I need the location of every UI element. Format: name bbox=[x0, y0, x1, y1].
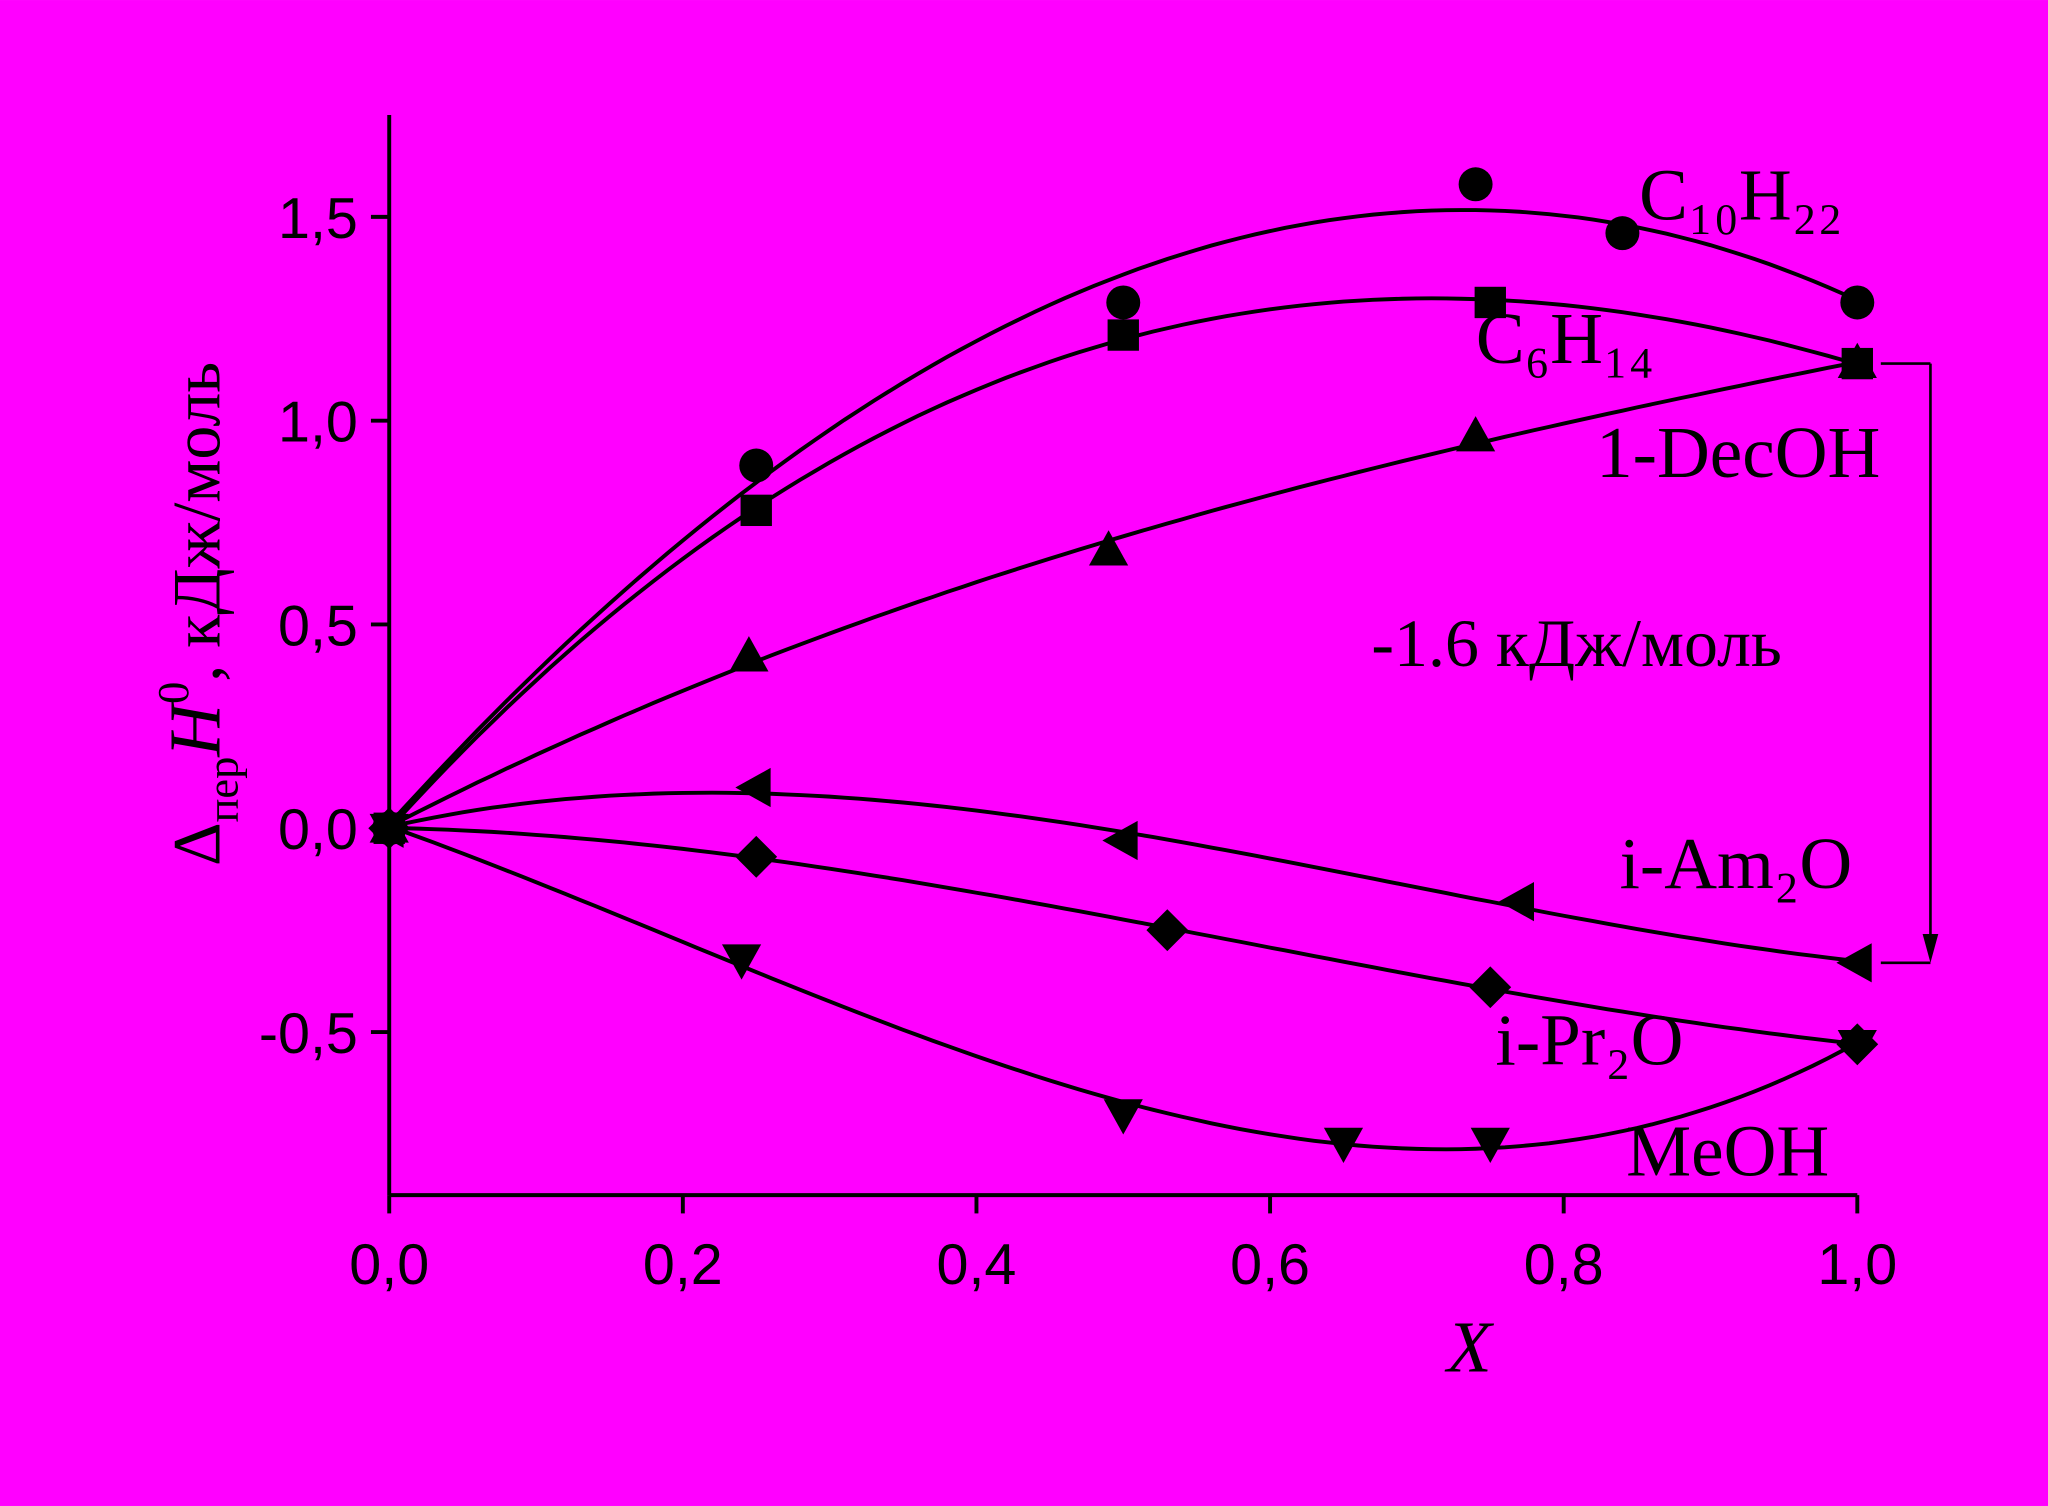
y-label-unit: , кДж/моль bbox=[158, 362, 234, 682]
series-label: MeOH bbox=[1626, 1111, 1829, 1192]
marker bbox=[735, 835, 778, 878]
y-tick-label: -0,5 bbox=[259, 1002, 358, 1066]
series-label: 1-DecOH bbox=[1596, 412, 1880, 493]
y-label-variable: H bbox=[154, 700, 235, 758]
marker bbox=[1102, 820, 1138, 861]
marker bbox=[1456, 416, 1496, 452]
marker bbox=[1840, 285, 1875, 320]
marker bbox=[1498, 882, 1535, 922]
x-tick-label: 0,4 bbox=[937, 1233, 1017, 1297]
marker bbox=[1470, 1127, 1510, 1164]
marker bbox=[1469, 966, 1512, 1009]
annotation: -1.6 кДж/моль bbox=[1371, 605, 1781, 681]
series-label: i-Am₂O bbox=[1620, 823, 1853, 904]
marker bbox=[1837, 342, 1877, 378]
fit-curve bbox=[388, 360, 1858, 829]
series-label: C₁₀H₂₂ bbox=[1639, 154, 1843, 235]
marker bbox=[735, 767, 771, 808]
marker bbox=[740, 494, 772, 527]
marker bbox=[1605, 216, 1640, 251]
y-tick-label: 1,5 bbox=[278, 187, 358, 251]
x-tick-label: 1,0 bbox=[1817, 1233, 1897, 1297]
arrow-head bbox=[1922, 934, 1939, 963]
marker bbox=[1106, 285, 1141, 320]
y-tick-label: 1,0 bbox=[278, 391, 358, 455]
marker bbox=[1146, 909, 1189, 952]
y-axis-label: ΔперH0, кДж/моль bbox=[148, 362, 248, 866]
series-label: C₆H₁₄ bbox=[1476, 298, 1654, 379]
marker bbox=[1458, 167, 1493, 202]
marker bbox=[729, 636, 769, 672]
marker bbox=[1474, 286, 1506, 319]
series-label: i-Pr₂O bbox=[1496, 1000, 1684, 1081]
marker bbox=[1088, 530, 1129, 566]
marker bbox=[1836, 943, 1872, 983]
marker bbox=[1837, 1029, 1877, 1066]
x-tick-label: 0,2 bbox=[643, 1233, 723, 1297]
marker bbox=[1103, 1099, 1143, 1135]
marker bbox=[1107, 319, 1139, 351]
fit-curve bbox=[389, 826, 1858, 1046]
y-label-symbol: Δ bbox=[158, 822, 234, 866]
x-tick-label: 0,8 bbox=[1524, 1233, 1604, 1297]
x-tick-label: 0,0 bbox=[349, 1233, 429, 1297]
y-label-superscript: 0 bbox=[148, 682, 198, 704]
x-axis-label: X bbox=[1444, 1306, 1495, 1387]
y-tick-label: 0,5 bbox=[278, 594, 358, 658]
marker bbox=[739, 448, 774, 483]
marker bbox=[721, 944, 762, 980]
y-tick-label: 0,0 bbox=[278, 798, 358, 862]
y-label-subscript: пер bbox=[198, 757, 248, 823]
marker bbox=[369, 813, 409, 850]
x-tick-label: 0,6 bbox=[1230, 1233, 1310, 1297]
marker bbox=[1323, 1127, 1364, 1164]
